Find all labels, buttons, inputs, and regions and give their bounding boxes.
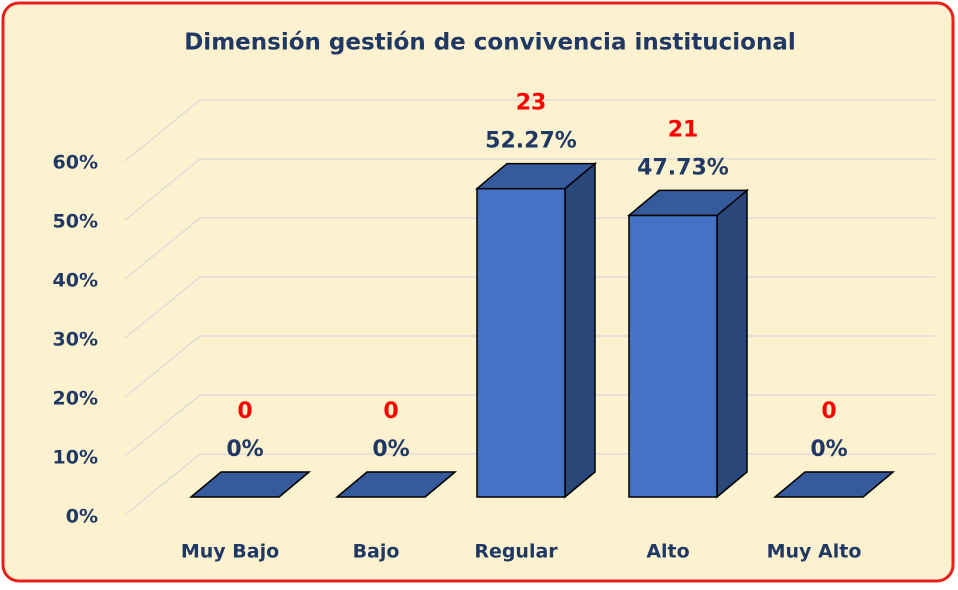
y-tick-label: 50% [53,211,98,233]
bar [626,188,750,499]
bar-top [772,471,896,498]
bar [188,471,312,498]
bar-front [476,187,566,498]
y-tick-label: 30% [53,329,98,351]
count-label: 0 [821,399,836,424]
grid-line [124,158,935,221]
count-label: 21 [668,117,699,142]
count-label: 23 [516,91,547,116]
bar [334,471,458,498]
y-tick-label: 10% [53,447,98,469]
grid-line [124,99,935,162]
value-label: 0% [226,437,263,462]
bar-top [334,471,458,498]
value-label: 47.73% [637,155,729,180]
y-tick-label: 20% [53,388,98,410]
bar [772,471,896,498]
bar-top [474,162,598,190]
bar-front [628,214,718,498]
count-label: 0 [237,399,252,424]
bar-top [188,471,312,498]
value-label: 52.27% [485,129,577,154]
chart-title: Dimensión gestión de convivencia institu… [184,30,796,56]
value-label: 0% [810,437,847,462]
x-tick-label: Regular [474,541,558,563]
bar-top [626,189,750,217]
bar-side [716,188,748,499]
value-label: 0% [372,437,409,462]
y-tick-label: 0% [66,506,98,528]
y-tick-label: 60% [53,152,98,174]
count-label: 0 [383,399,398,424]
x-tick-label: Alto [646,541,689,563]
bar [474,162,598,499]
x-tick-label: Muy Bajo [181,541,279,563]
y-tick-label: 40% [53,270,98,292]
x-tick-label: Muy Alto [767,541,862,563]
bar-side [564,162,596,499]
x-tick-label: Bajo [353,541,400,563]
